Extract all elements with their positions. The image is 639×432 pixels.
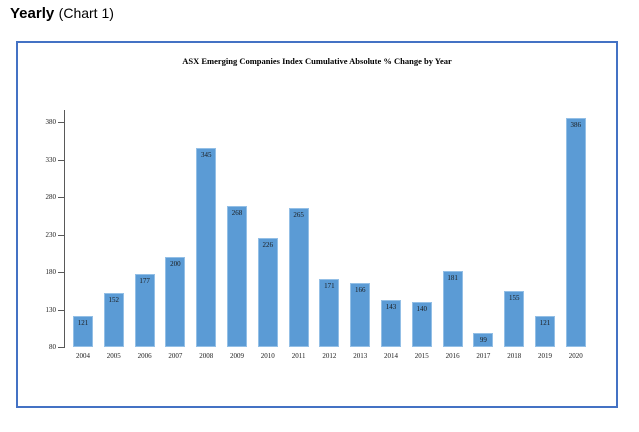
bar-value-label: 268 <box>231 209 243 217</box>
y-axis-tick <box>58 272 65 273</box>
x-axis-label: 2015 <box>414 352 429 360</box>
y-axis-tick <box>58 309 65 311</box>
bar-2019: 121 <box>535 316 555 347</box>
y-axis-tick-label: 230 <box>45 230 57 239</box>
bar-value-label: 121 <box>539 319 551 328</box>
bar-value-label: 386 <box>570 120 582 129</box>
x-axis-label: 2009 <box>230 352 244 360</box>
x-axis-label: 2007 <box>168 352 183 360</box>
x-axis-label: 2010 <box>260 352 275 360</box>
bar-2005: 152 <box>103 293 124 347</box>
bar-2010: 226 <box>257 237 278 347</box>
x-axis-label: 2005 <box>106 352 121 360</box>
bar-value-label: 345 <box>200 151 212 160</box>
bar-2009: 268 <box>227 206 247 347</box>
bar-2014: 143 <box>381 299 401 347</box>
x-axis-label: 2014 <box>384 352 398 360</box>
bar-2007: 200 <box>165 257 186 347</box>
bar-value-label: 166 <box>354 285 366 294</box>
section-title: Yearly <box>10 5 55 22</box>
bar-2016: 181 <box>442 271 463 347</box>
bar-value-label: 152 <box>108 296 120 304</box>
y-axis-tick <box>58 197 65 198</box>
y-axis-tick-label: 380 <box>45 118 57 126</box>
y-axis-tick <box>58 347 65 348</box>
x-axis-label: 2006 <box>137 352 152 360</box>
bar-2006: 177 <box>134 274 155 347</box>
y-axis-tick-label: 130 <box>45 305 57 314</box>
bar-value-label: 265 <box>293 211 304 220</box>
x-axis-label: 2011 <box>291 352 306 360</box>
bar-value-label: 140 <box>416 305 428 313</box>
x-axis-label: 2017 <box>476 352 491 360</box>
bar-2015: 140 <box>411 302 432 347</box>
x-axis-label: 2019 <box>538 352 552 360</box>
bar-value-label: 181 <box>447 274 458 283</box>
bar-value-label: 99 <box>479 335 487 344</box>
bar-value-label: 177 <box>139 277 150 286</box>
chart-frame: ASX Emerging Companies Index Cumulative … <box>16 41 618 408</box>
bar-value-label: 171 <box>324 281 335 290</box>
x-axis-label: 2018 <box>507 352 522 360</box>
bar-value-label: 155 <box>508 293 520 302</box>
bar-value-label: 200 <box>170 260 181 268</box>
bar-2011: 265 <box>288 208 309 347</box>
chart-title: ASX Emerging Companies Index Cumulative … <box>182 56 452 66</box>
bar-2008: 345 <box>196 148 217 347</box>
y-axis-tick <box>58 159 65 161</box>
bar-2020: 386 <box>565 117 586 347</box>
bar-value-label: 121 <box>77 319 89 328</box>
section-heading: Yearly (Chart 1) <box>10 5 114 23</box>
x-axis-label: 2016 <box>445 352 460 360</box>
plot-area: 80 130 180 230 280 330 380 121 152 177 200 345 268 2… <box>18 43 616 406</box>
bar-2013: 166 <box>350 282 371 347</box>
x-axis-label: 2020 <box>568 352 583 360</box>
y-axis-tick <box>58 122 65 123</box>
bar-2012: 171 <box>319 278 340 347</box>
x-axis-label: 2013 <box>353 352 368 360</box>
x-axis-label: 2008 <box>199 352 214 360</box>
x-axis-label: 2012 <box>322 352 337 360</box>
y-axis-tick-label: 280 <box>45 193 57 201</box>
y-axis-tick-label: 330 <box>45 155 57 164</box>
section-subtitle: (Chart 1) <box>58 5 114 21</box>
y-axis-tick-label: 80 <box>49 343 56 351</box>
bar-2018: 155 <box>504 290 525 347</box>
bar-2004: 121 <box>73 316 93 347</box>
bar-value-label: 226 <box>262 240 274 249</box>
x-axis-label: 2004 <box>76 352 90 360</box>
bar-value-label: 143 <box>385 302 397 311</box>
bar-2017: 99 <box>473 332 494 347</box>
y-axis-tick-label: 180 <box>45 268 57 276</box>
y-axis-tick <box>58 234 65 236</box>
y-axis-line <box>64 110 65 348</box>
